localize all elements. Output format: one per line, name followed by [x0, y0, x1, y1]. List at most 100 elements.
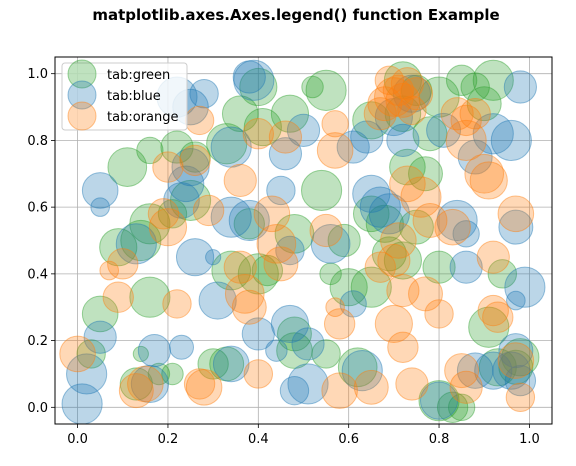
scatter-point — [233, 59, 275, 101]
scatter-point — [449, 250, 483, 284]
scatter-point — [395, 367, 429, 401]
series-tab-orange — [59, 65, 536, 413]
scatter-point — [76, 339, 106, 369]
scatter-point — [242, 118, 274, 150]
scatter-point — [400, 74, 433, 107]
scatter-point — [323, 308, 356, 340]
scatter-point — [228, 199, 270, 242]
scatter-point — [162, 289, 192, 319]
plot-frame — [54, 56, 553, 425]
scatter-point — [450, 104, 482, 137]
scatter-point — [268, 137, 303, 171]
scatter-point — [498, 333, 534, 369]
scatter-point — [263, 246, 299, 282]
scatter-point — [192, 194, 225, 227]
scatter-point — [268, 120, 303, 154]
scatter-point — [503, 70, 537, 104]
scatter-point — [424, 299, 454, 329]
scatter-point — [478, 348, 517, 387]
scatter-point — [408, 156, 443, 192]
legend-label: tab:green — [107, 68, 170, 83]
scatter-point — [412, 203, 448, 238]
scatter-point — [384, 95, 422, 133]
scatter-point — [464, 153, 505, 194]
scatter-point — [287, 363, 329, 405]
scatter-point — [445, 64, 478, 97]
legend-marker — [67, 59, 97, 89]
legend-label: tab:blue — [107, 89, 161, 104]
scatter-point — [160, 130, 194, 164]
scatter-point — [256, 223, 297, 264]
scatter-point — [107, 248, 139, 280]
scatter-point — [184, 105, 215, 136]
scatter-point — [81, 295, 119, 333]
scatter-point — [365, 204, 404, 243]
scatter-point — [243, 359, 274, 389]
scatter-point — [474, 351, 513, 390]
chart-title: matplotlib.axes.Axes.legend() function E… — [92, 6, 499, 24]
scatter-point — [422, 250, 456, 284]
scatter-point — [352, 101, 391, 140]
scatter-point — [231, 289, 267, 325]
scatter-point — [316, 132, 354, 169]
scatter-point — [383, 241, 422, 280]
scatter-point — [210, 196, 252, 238]
scatter-point — [460, 72, 490, 102]
scatter-point — [129, 276, 171, 318]
x-tick-label: 0.6 — [338, 432, 359, 447]
scatter-point — [374, 77, 414, 117]
scatter-point — [291, 327, 325, 361]
y-tick-label: 0.6 — [27, 201, 48, 216]
scatter-point — [148, 208, 188, 247]
legend-marker — [67, 101, 97, 131]
scatter-point — [457, 139, 493, 175]
scatter-point — [350, 266, 392, 308]
scatter-point — [350, 120, 384, 154]
scatter-point — [321, 110, 349, 138]
scatter-point — [386, 123, 420, 158]
scatter-point — [466, 86, 502, 122]
scatter-point — [341, 350, 383, 392]
scatter-point — [359, 186, 401, 228]
scatter-point — [120, 219, 162, 262]
scatter-point — [209, 346, 245, 382]
scatter-point — [118, 373, 154, 409]
legend-marker — [67, 80, 97, 110]
scatter-point — [487, 259, 517, 289]
scatter-point — [300, 169, 343, 212]
scatter-point — [426, 112, 462, 148]
scatter-point — [266, 175, 296, 206]
scatter-point — [61, 383, 103, 424]
scatter-point — [392, 74, 432, 113]
x-tick-label: 0.4 — [248, 432, 269, 447]
x-tick-label: 0.2 — [158, 432, 179, 447]
scatter-point — [477, 294, 509, 327]
scatter-point — [390, 67, 425, 101]
scatter-point — [329, 268, 368, 307]
scatter-point — [167, 165, 205, 203]
scatter-point — [147, 198, 180, 230]
scatter-point — [490, 119, 532, 161]
scatter-point — [385, 82, 421, 118]
scatter-point — [129, 203, 171, 245]
legend: tab:green tab:blue tab:orange — [61, 59, 188, 131]
scatter-point — [382, 74, 415, 107]
scatter-point — [482, 301, 514, 333]
scatter-point — [371, 236, 407, 272]
scatter-point — [321, 372, 358, 409]
scatter-point — [400, 176, 442, 218]
scatter-point — [223, 250, 257, 284]
scatter-point — [339, 290, 367, 318]
scatter-point — [210, 126, 252, 168]
scatter-point — [367, 86, 403, 122]
scatter-point — [161, 362, 184, 386]
scatter-point — [363, 97, 397, 131]
scatter-point — [224, 274, 265, 314]
scatter-point — [115, 223, 157, 265]
scatter-point — [276, 332, 313, 369]
scatter-point — [175, 238, 215, 277]
scatter-point — [223, 163, 257, 198]
scatter-point — [472, 113, 514, 155]
scatter-point — [352, 174, 391, 213]
